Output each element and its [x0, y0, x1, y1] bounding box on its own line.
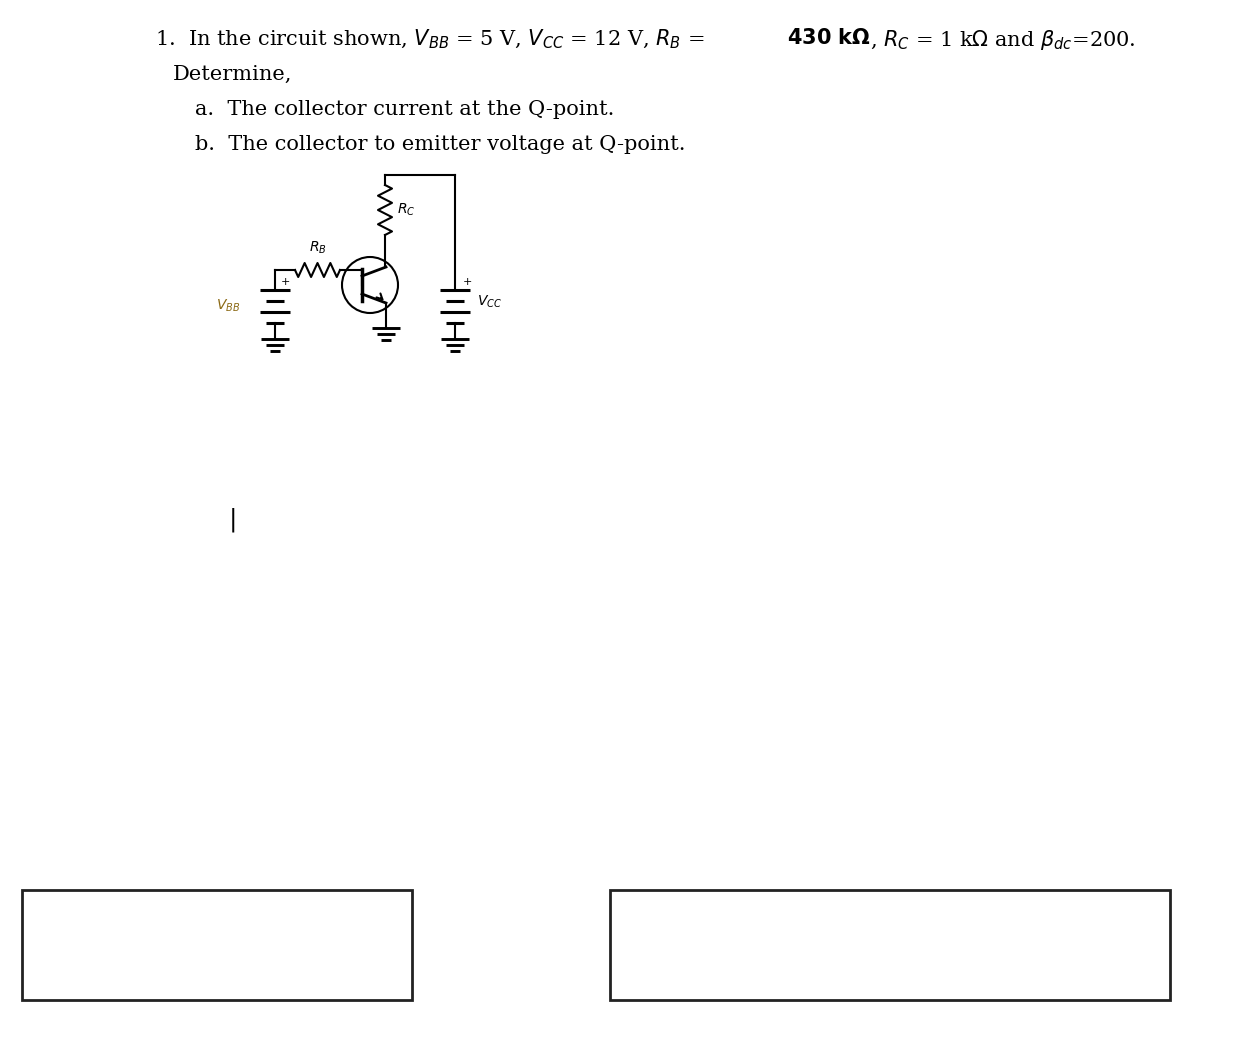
Text: +: +	[280, 277, 290, 287]
Text: $\mathbf{430\ k\Omega}$: $\mathbf{430\ k\Omega}$	[787, 28, 870, 48]
Text: $R_B$: $R_B$	[308, 240, 326, 256]
Bar	[610, 889, 1170, 1000]
Text: b.  The collector to emitter voltage at Q-point.: b. The collector to emitter voltage at Q…	[195, 135, 686, 155]
Text: +: +	[463, 277, 471, 287]
Text: a) $I_c$ =: a) $I_c$ =	[39, 932, 110, 957]
Text: Determine,: Determine,	[173, 65, 292, 84]
Text: $R_C$: $R_C$	[397, 201, 416, 218]
Text: |: |	[228, 507, 237, 532]
Text: a.  The collector current at the Q-point.: a. The collector current at the Q-point.	[195, 100, 615, 119]
Text: b) $V_{CE}$ =: b) $V_{CE}$ =	[632, 932, 724, 957]
Bar	[22, 889, 412, 1000]
Text: , $R_C$ = 1 k$\Omega$ and $\beta_{dc}$=200.: , $R_C$ = 1 k$\Omega$ and $\beta_{dc}$=2…	[870, 28, 1135, 52]
Text: $V_{CC}$: $V_{CC}$	[478, 293, 502, 310]
Text: 1.  In the circuit shown, $V_{BB}$ = 5 V, $V_{CC}$ = 12 V, $R_B$ =: 1. In the circuit shown, $V_{BB}$ = 5 V,…	[155, 28, 707, 51]
Text: $V_{BB}$: $V_{BB}$	[216, 298, 239, 314]
